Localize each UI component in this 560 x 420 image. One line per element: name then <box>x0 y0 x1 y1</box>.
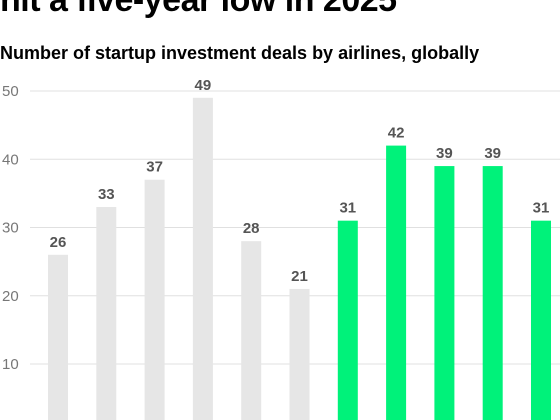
bar <box>48 254 68 420</box>
data-label: 42 <box>388 125 405 142</box>
data-label: 21 <box>291 268 308 285</box>
bar <box>192 97 213 420</box>
data-label: 31 <box>533 200 550 217</box>
data-label: 28 <box>243 220 260 237</box>
y-tick-label: 50 <box>2 83 19 100</box>
y-tick-label: 30 <box>2 220 19 237</box>
bar <box>531 220 551 420</box>
data-label: 26 <box>50 234 67 251</box>
data-label: 39 <box>484 145 501 162</box>
bar <box>96 207 117 420</box>
chart-title: hit a five-year low in 2025 <box>0 0 397 19</box>
bar <box>386 145 407 420</box>
bar <box>337 220 358 420</box>
data-label: 33 <box>98 186 115 203</box>
data-label: 39 <box>436 145 453 162</box>
y-tick-label: 10 <box>2 356 19 373</box>
data-label: 49 <box>195 77 212 94</box>
data-label: 37 <box>146 159 163 176</box>
chart-subtitle: Number of startup investment deals by ai… <box>0 43 480 63</box>
bar <box>482 166 503 420</box>
bar <box>434 166 455 420</box>
y-tick-label: 40 <box>2 151 19 168</box>
y-tick-label: 20 <box>2 288 19 305</box>
bar <box>144 179 165 420</box>
bar <box>241 241 262 420</box>
bar <box>289 288 310 420</box>
data-label: 31 <box>339 200 356 217</box>
